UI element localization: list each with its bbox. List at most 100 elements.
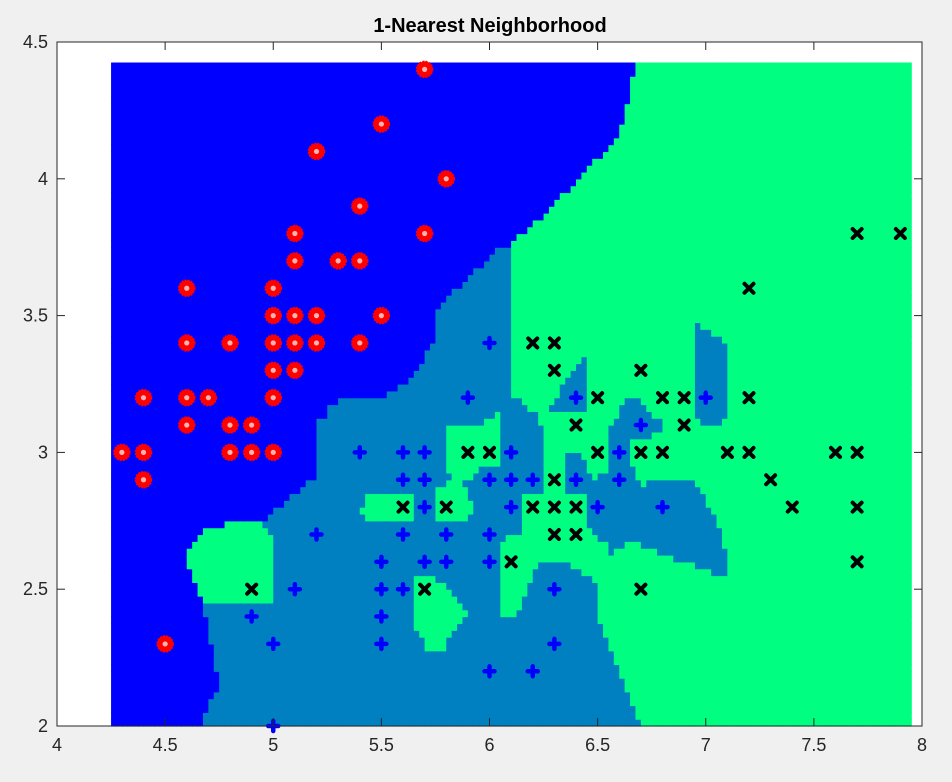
region-cell (316, 609, 323, 618)
region-cell (148, 479, 155, 488)
region-cell (121, 336, 128, 344)
region-cell (316, 466, 323, 474)
region-cell (365, 541, 372, 549)
region-cell (375, 178, 382, 187)
region-cell (111, 397, 118, 406)
region-cell (338, 431, 345, 440)
region-cell (240, 281, 247, 289)
region-cell (192, 83, 199, 91)
region-cell (186, 671, 193, 679)
region-cell (316, 650, 323, 659)
region-cell (278, 479, 285, 488)
region-cell (316, 623, 323, 631)
region-cell (370, 144, 377, 153)
region-cell (219, 596, 226, 604)
region-cell (305, 527, 312, 536)
region-cell (316, 445, 323, 453)
region-cell (230, 363, 237, 371)
region-cell (348, 76, 355, 84)
region-cell (321, 534, 328, 542)
region-cell (278, 596, 285, 604)
region-cell (300, 555, 307, 563)
region-cell (111, 199, 118, 207)
region-cell (294, 397, 301, 406)
region-cell (208, 336, 215, 344)
region-cell (170, 370, 177, 378)
region-cell (343, 137, 350, 146)
region-cell (375, 684, 382, 693)
region-cell (343, 459, 350, 467)
region-cell (278, 76, 285, 84)
region-cell (327, 62, 334, 70)
region-cell (327, 240, 334, 248)
region-cell (251, 390, 258, 399)
region-cell (321, 630, 328, 638)
region-cell (181, 623, 188, 631)
region-cell (289, 397, 296, 406)
region-cell (262, 555, 269, 563)
region-cell (370, 226, 377, 235)
region-cell (235, 513, 242, 522)
region-cell (348, 555, 355, 563)
region-cell (224, 185, 231, 194)
region-cell (332, 500, 339, 508)
region-cell (246, 500, 253, 508)
region-cell (116, 83, 123, 91)
region-cell (386, 664, 393, 672)
region-cell (386, 411, 393, 419)
region-cell (311, 390, 318, 399)
region-cell (116, 178, 123, 187)
region-cell (289, 301, 296, 310)
region-cell (219, 520, 226, 529)
region-cell (348, 370, 355, 378)
region-cell (284, 555, 291, 563)
region-cell (197, 507, 204, 515)
region-cell (381, 527, 388, 536)
region-cell (202, 233, 209, 241)
region-cell (321, 274, 328, 282)
region-cell (219, 192, 226, 200)
region-cell (316, 678, 323, 686)
region-cell (148, 582, 155, 590)
region-cell (186, 308, 193, 317)
region-cell (278, 206, 285, 214)
region-cell (121, 520, 128, 529)
region-cell (284, 534, 291, 542)
region-cell (159, 664, 166, 672)
region-cell (289, 684, 296, 693)
region-cell (332, 520, 339, 529)
region-cell (175, 609, 182, 618)
region-cell (175, 684, 182, 693)
region-cell (332, 397, 339, 406)
region-cell (116, 616, 123, 624)
region-cell (300, 671, 307, 679)
region-cell (111, 124, 118, 132)
region-cell (175, 507, 182, 515)
region-cell (213, 411, 220, 419)
region-cell (127, 363, 134, 371)
region-cell (127, 83, 134, 91)
region-cell (251, 623, 258, 631)
region-cell (121, 438, 128, 447)
region-cell (321, 719, 328, 727)
region-cell (111, 288, 118, 296)
region-cell (267, 500, 274, 508)
region-cell (257, 370, 264, 378)
region-cell (170, 329, 177, 337)
region-cell (343, 363, 350, 371)
region-cell (332, 459, 339, 467)
region-cell (348, 390, 355, 399)
region-cell (154, 650, 161, 659)
region-cell (257, 219, 264, 228)
region-cell (246, 329, 253, 337)
region-cell (321, 247, 328, 255)
region-cell (181, 137, 188, 146)
region-cell (348, 206, 355, 214)
region-cell (332, 493, 339, 501)
region-cell (235, 425, 242, 433)
region-cell (197, 541, 204, 549)
region-cell (338, 151, 345, 159)
region-cell (321, 438, 328, 447)
region-cell (257, 534, 264, 542)
region-cell (192, 705, 199, 713)
